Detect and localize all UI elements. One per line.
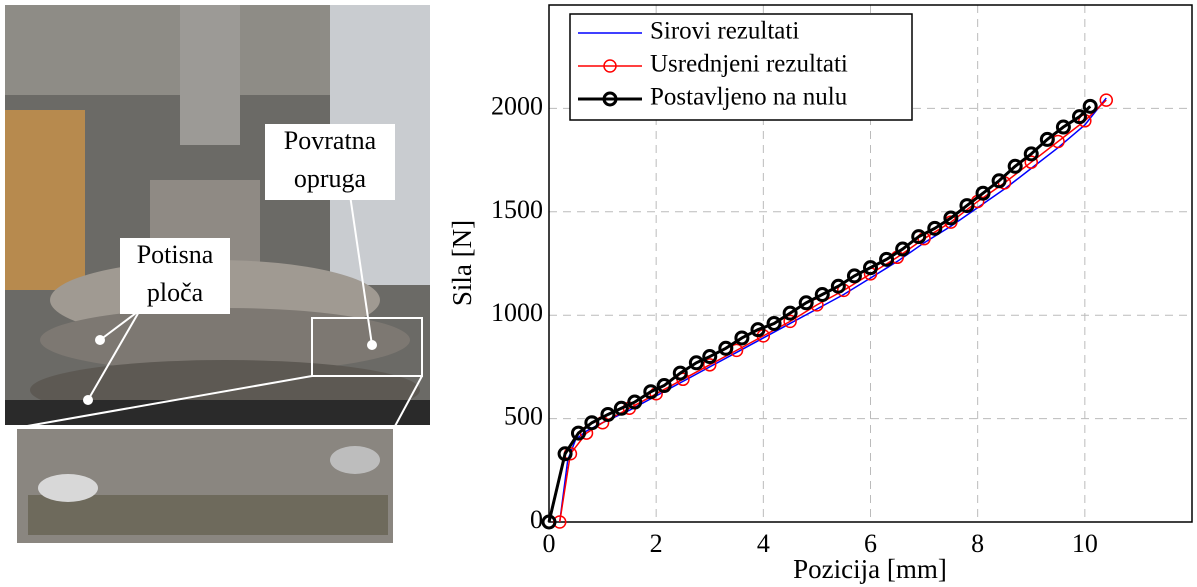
point [1071,109,1087,125]
x-tick-label: 0 [543,529,556,558]
point [672,365,688,381]
y-tick-label: 500 [504,402,543,431]
point [750,322,766,338]
point [702,349,718,365]
point [688,355,704,371]
point [1082,98,1098,114]
point [627,394,643,410]
point [1055,119,1071,135]
legend-marker [602,91,618,107]
point [943,210,959,226]
point [846,268,862,284]
x-tick-label: 2 [650,529,663,558]
point [1099,93,1114,107]
x-tick-label: 4 [757,529,770,558]
point [798,295,814,311]
x-tick-label: 10 [1072,529,1098,558]
point [570,425,586,441]
point [959,198,975,214]
photo-label: Potisna [137,240,214,269]
x-axis-label: Pozicija [mm] [793,554,947,584]
point [927,220,943,236]
point [911,229,927,245]
point [584,415,600,431]
legend-label: Postavljeno na nulu [650,84,848,111]
point [1007,158,1023,174]
x-tick-label: 8 [971,529,984,558]
point [975,185,991,201]
y-tick-label: 0 [530,505,543,534]
plot-frame [548,4,1193,523]
photo: Povratna opruga Potisna ploča [5,5,430,545]
series-line [547,105,1092,523]
point [643,384,659,400]
point [879,251,895,267]
point [656,378,672,394]
point [600,406,616,422]
point [895,241,911,257]
point [863,260,878,276]
point [541,514,557,530]
legend-box [569,13,913,121]
point [782,305,798,321]
point [1039,131,1055,147]
point [734,330,750,346]
point [1023,146,1039,162]
point [613,400,629,416]
legend-label: Usrednjeni rezultati [650,51,848,78]
y-axis-label: Sila [N] [447,220,477,306]
point [814,287,830,303]
y-tick-label: 1500 [491,195,543,224]
y-tick-label: 1000 [491,298,543,327]
photo-label: opruga [294,164,367,193]
legend-label: Sirovi rezultati [650,18,799,45]
point [703,358,717,372]
x-tick-label: 6 [864,529,877,558]
photo-label: ploča [147,278,204,307]
point [1024,155,1038,169]
point [718,340,734,356]
legend-marker [603,59,617,73]
point [830,278,846,294]
series-line [558,97,1107,523]
point [766,315,782,331]
point [991,173,1007,189]
photo-label: Povratna [284,126,377,155]
y-tick-label: 2000 [491,91,543,120]
point [557,446,573,462]
point [783,314,797,329]
series-line [558,99,1107,523]
